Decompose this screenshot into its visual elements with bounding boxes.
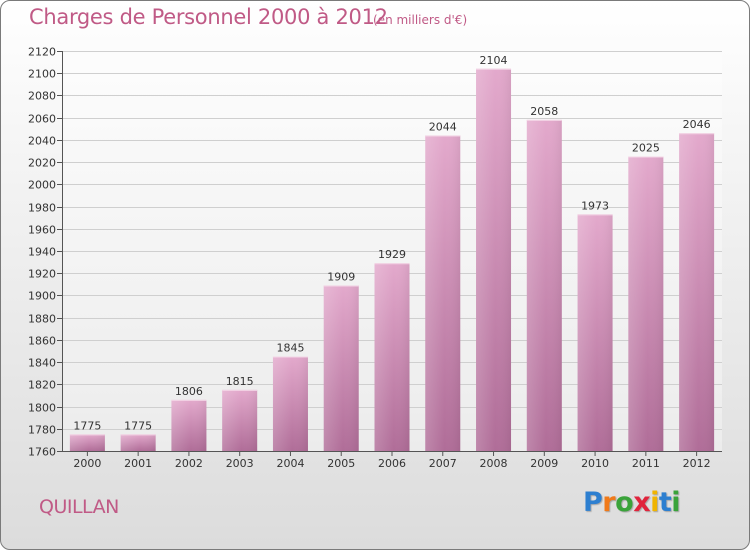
y-tick-label: 2060	[28, 113, 56, 126]
x-tick-label: 2005	[327, 457, 355, 470]
x-tick-label: 2012	[683, 457, 711, 470]
proxiti-logo: Proxiti	[583, 487, 681, 518]
y-tick-label: 1920	[28, 268, 56, 281]
bar-shine	[222, 389, 258, 451]
y-tick-label: 2020	[28, 157, 56, 170]
y-tick-label: 1880	[28, 313, 56, 326]
bar-shine	[679, 133, 715, 451]
data-label: 1806	[175, 385, 203, 398]
data-label: 1929	[378, 248, 406, 261]
x-tick-label: 2003	[226, 457, 254, 470]
data-label: 1845	[276, 342, 304, 355]
x-tick-label: 2001	[124, 457, 152, 470]
x-tick-label: 2008	[480, 457, 508, 470]
y-tick-label: 2080	[28, 90, 56, 103]
data-label: 2104	[480, 54, 508, 67]
bar-shine	[69, 434, 105, 451]
data-label: 2044	[429, 120, 457, 133]
y-tick-label: 2040	[28, 135, 56, 148]
data-label: 1775	[124, 419, 152, 432]
data-label: 1909	[327, 270, 355, 283]
bar-shine	[476, 68, 512, 452]
chart-subtitle: (en milliers d'€)	[373, 13, 468, 27]
bar-shine	[577, 214, 613, 451]
x-tick-label: 2009	[530, 457, 558, 470]
y-tick-label: 1820	[28, 379, 56, 392]
x-tick-label: 2000	[73, 457, 101, 470]
y-tick-label: 1860	[28, 335, 56, 348]
bar-shine	[374, 263, 410, 451]
chart-title: Charges de Personnel 2000 à 2012	[29, 5, 388, 29]
place-name: QUILLAN	[39, 496, 119, 518]
x-tick-label: 2011	[632, 457, 660, 470]
logo-letter: o	[615, 487, 634, 518]
logo-letter: i	[650, 487, 659, 518]
y-tick-label: 1840	[28, 357, 56, 370]
y-tick-label: 1960	[28, 224, 56, 237]
y-tick-label: 2000	[28, 179, 56, 192]
data-label: 1815	[226, 375, 254, 388]
y-tick-label: 2100	[28, 68, 56, 81]
bar-shine	[628, 156, 664, 452]
logo-letter: t	[658, 487, 672, 518]
x-tick-label: 2004	[276, 457, 304, 470]
bar-shine	[425, 135, 461, 451]
y-tick-label: 1780	[28, 424, 56, 437]
y-tick-label: 1760	[28, 446, 56, 459]
data-label: 2025	[632, 142, 660, 155]
x-tick-label: 2007	[429, 457, 457, 470]
logo-letter: x	[633, 487, 651, 518]
bar-shine	[323, 285, 359, 451]
data-label: 2058	[530, 105, 558, 118]
y-tick-label: 1940	[28, 246, 56, 259]
y-tick-label: 1980	[28, 202, 56, 215]
axes: 1760 1780 1800 1820 1840 1860 1880 1900 1920 1940…	[28, 46, 722, 470]
data-label: 1775	[73, 419, 101, 432]
y-tick-label: 1900	[28, 290, 56, 303]
x-tick-label: 2002	[175, 457, 203, 470]
logo-letter: P	[583, 487, 603, 518]
data-label: 1973	[581, 199, 609, 212]
y-tick-label: 1800	[28, 402, 56, 415]
logo-letter: i	[671, 487, 681, 518]
bars: 1775 1775 1806 1815 1845 1909 1929 2044 2104 2058…	[69, 54, 715, 452]
logo-letter: r	[602, 487, 616, 518]
bar-shine	[526, 119, 562, 451]
bar-shine	[120, 434, 156, 451]
x-tick-label: 2010	[581, 457, 609, 470]
bar-shine	[272, 356, 308, 451]
bar-shine	[171, 399, 207, 451]
x-tick-label: 2006	[378, 457, 406, 470]
y-tick-label: 2120	[28, 46, 56, 59]
data-label: 2046	[683, 118, 711, 131]
